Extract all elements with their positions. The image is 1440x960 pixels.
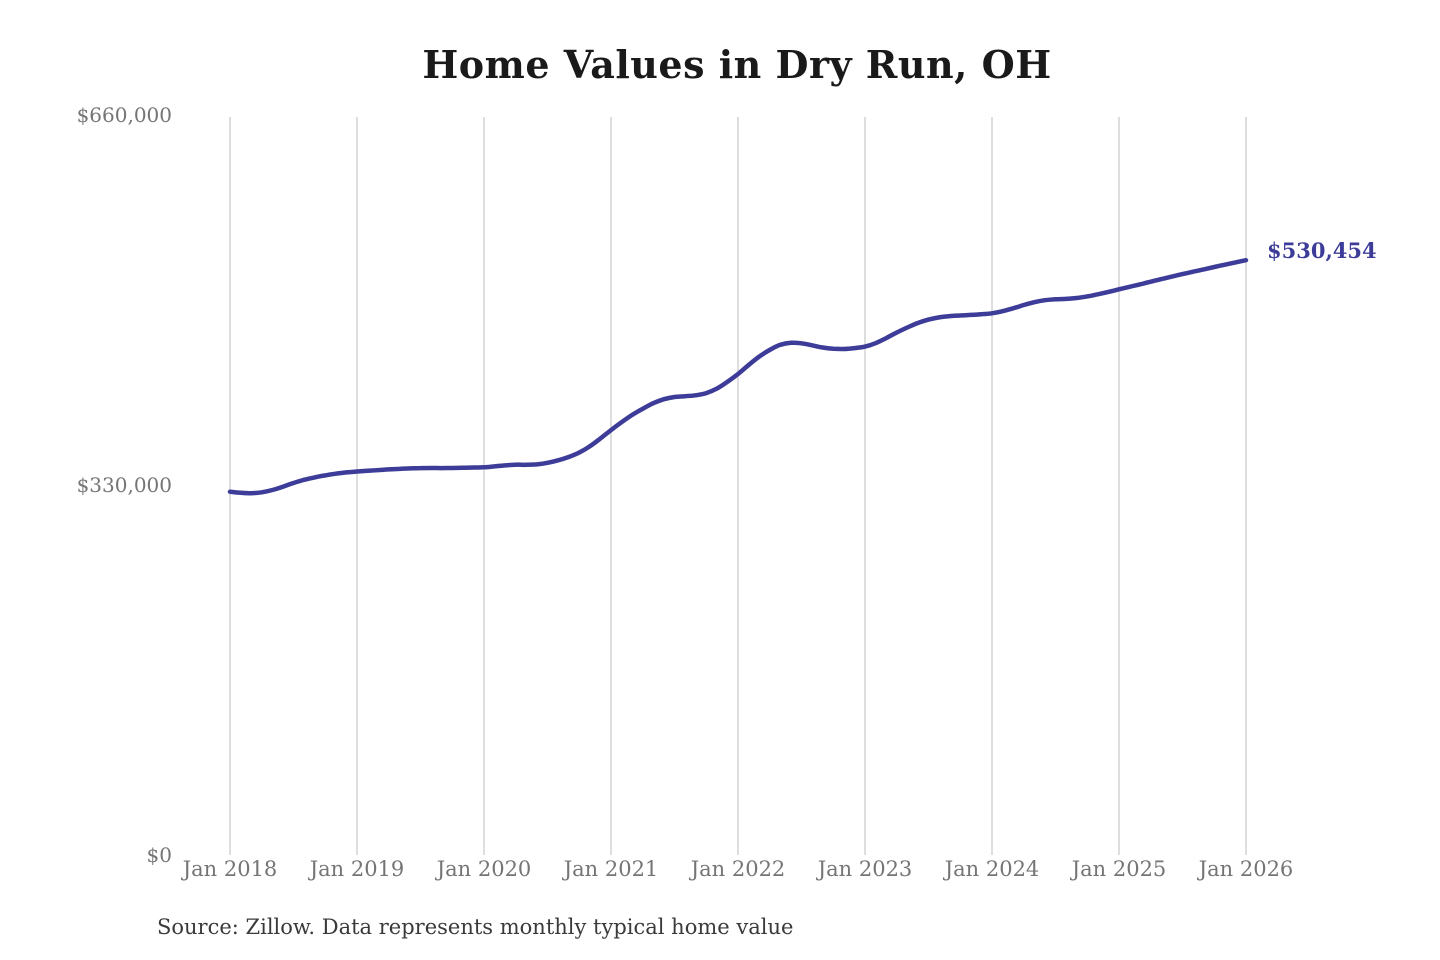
- home-value-series-line: [227, 257, 1249, 496]
- y-axis-label: $660,000: [76, 103, 172, 127]
- x-axis-label: Jan 2022: [690, 857, 786, 881]
- y-axis-label: $0: [146, 843, 172, 867]
- chart-title: Home Values in Dry Run, OH: [422, 42, 1052, 87]
- x-axis-label: Jan 2020: [436, 857, 532, 881]
- x-axis-label: Jan 2021: [563, 857, 659, 881]
- x-axis-label: Jan 2026: [1198, 857, 1294, 881]
- latest-value-label: $530,454: [1267, 238, 1377, 263]
- y-axis-label: $330,000: [76, 473, 172, 497]
- source-note: Source: Zillow. Data represents monthly …: [157, 915, 794, 939]
- x-axis-label: Jan 2023: [817, 857, 913, 881]
- x-axis-label: Jan 2025: [1071, 857, 1167, 881]
- x-axis-label: Jan 2018: [182, 857, 278, 881]
- x-axis-label: Jan 2019: [309, 857, 405, 881]
- x-axis-label: Jan 2024: [944, 857, 1040, 881]
